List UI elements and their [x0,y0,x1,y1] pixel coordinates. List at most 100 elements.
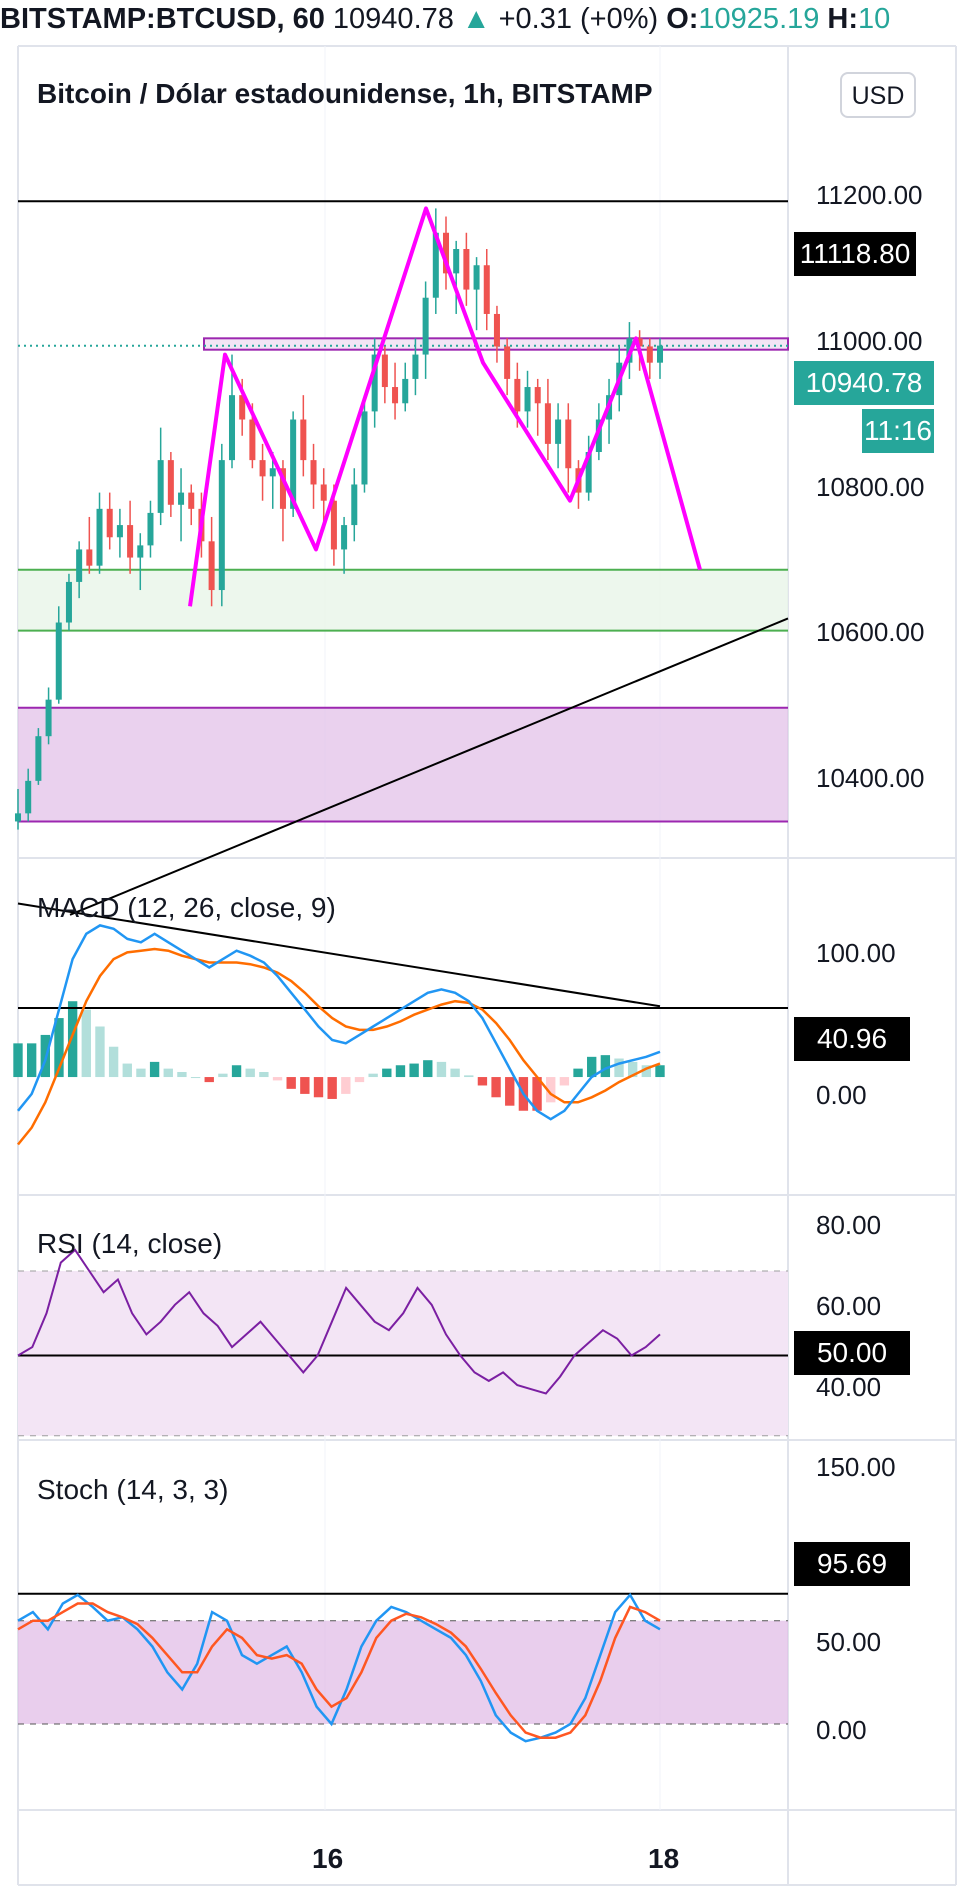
candle-body [544,403,551,444]
macd-title: MACD (12, 26, close, 9) [37,892,336,923]
candle-body [157,460,164,513]
candle-body [147,512,154,546]
candle-body [646,346,653,363]
candle-body [565,419,572,469]
macd-histogram-bar [436,1061,447,1078]
candle-body [371,354,378,412]
macd-histogram-bar [67,1001,78,1078]
macd-histogram-bar [477,1077,488,1086]
candle-body [534,387,541,404]
macd-trendline [17,902,661,1008]
last-price-tag: 10940.78 [794,361,934,405]
macd-histogram-bar [354,1077,365,1083]
support-zone-purple [18,707,788,822]
rsi-tick: 40.00 [816,1372,882,1402]
macd-histogram-bar [177,1071,187,1078]
price-tick: 11200.00 [816,180,923,210]
macd-histogram-bar [655,1065,665,1078]
price-panel [14,200,789,916]
candle-body [290,419,297,509]
currency-button[interactable]: USD [840,72,916,118]
candle-body [116,525,123,538]
candle-body [188,492,195,509]
candle-body [656,345,664,363]
macd-histogram-bar [587,1056,597,1078]
candle-body [412,354,419,379]
head-shoulders-pattern [188,206,702,607]
candle-body [392,387,399,404]
resistance-tag: 11118.80 [794,232,916,276]
macd-histogram-bar [190,1077,201,1079]
ascending-trendline [69,617,789,916]
candle-body [249,419,256,461]
price-tick: 10800.00 [816,472,925,502]
macd-histogram-bar [423,1060,433,1078]
candle-body [442,232,450,274]
macd-histogram-bar [136,1068,146,1078]
macd-histogram-bar [600,1055,611,1078]
macd-histogram-bar [81,1009,91,1078]
candle-body [504,346,511,379]
last-price: 10940.78 [332,3,454,35]
macd-histogram-bar [409,1063,419,1078]
candle-body [351,484,358,526]
macd-histogram-bar [286,1077,296,1089]
grid [324,46,661,1810]
candle-body [453,249,460,274]
symbol-header: BITSTAMP:BTCUSD, 60 10940.78 ▲ +0.31 (+0%) O… [0,0,974,38]
candle-body [585,452,592,493]
macd-histogram-bar [300,1077,310,1094]
candle-body [432,232,439,298]
candle-body [55,622,62,700]
candle-body [65,581,72,623]
macd-histogram-bar [573,1068,583,1078]
macd-tick: 0.00 [816,1080,867,1110]
macd-histogram-bar [313,1077,324,1098]
macd-line [17,924,661,1121]
panel-frame [17,45,957,1886]
support-zone-green [18,569,788,631]
symbol-label[interactable]: BITSTAMP:BTCUSD, 60 [0,3,325,35]
candle-body [86,549,93,566]
macd-histogram-bar [231,1065,242,1078]
macd-histogram-bar [272,1077,283,1081]
macd-panel [13,902,788,1146]
macd-histogram-bar [245,1068,255,1078]
macd-histogram-bar [559,1077,570,1086]
candle-body [473,265,480,290]
open-value: 10925.19 [698,3,820,35]
candle-body [300,419,307,461]
macd-signal-line [17,947,661,1146]
macd-histogram-bar [450,1068,460,1078]
macd-histogram-bar [204,1077,214,1083]
time-label: 18 [648,1843,680,1874]
macd-histogram-bar [546,1077,556,1103]
macd-histogram-bar [13,1043,23,1078]
rsi-level-tag: 50.00 [794,1331,910,1375]
price-tick: 10400.00 [816,763,925,793]
candle-body [422,297,429,355]
macd-histogram-bar [108,1046,119,1078]
open-label: O: [666,3,699,35]
candle-body [320,484,327,501]
stoch-tick: 150.00 [816,1452,896,1482]
candle-body [208,541,215,591]
macd-histogram-bar [95,1026,105,1078]
candle-body [402,378,409,404]
price-tick: 11000.00 [816,326,923,356]
macd-histogram-bar [627,1061,638,1078]
macd-level-tag: 40.96 [794,1017,910,1061]
rsi-band [18,1271,788,1436]
stoch-panel [17,1592,788,1743]
rsi-panel [17,1248,788,1437]
macd-histogram-bar [149,1061,160,1078]
stoch-tick: 0.00 [816,1715,867,1745]
macd-histogram-bar [641,1065,652,1078]
up-arrow-icon: ▲ [461,3,491,35]
candle-body [228,395,236,461]
candle-body [76,549,83,582]
macd-histogram-bar [341,1077,351,1094]
candle-body [137,545,144,558]
macd-histogram-bar [259,1071,269,1078]
